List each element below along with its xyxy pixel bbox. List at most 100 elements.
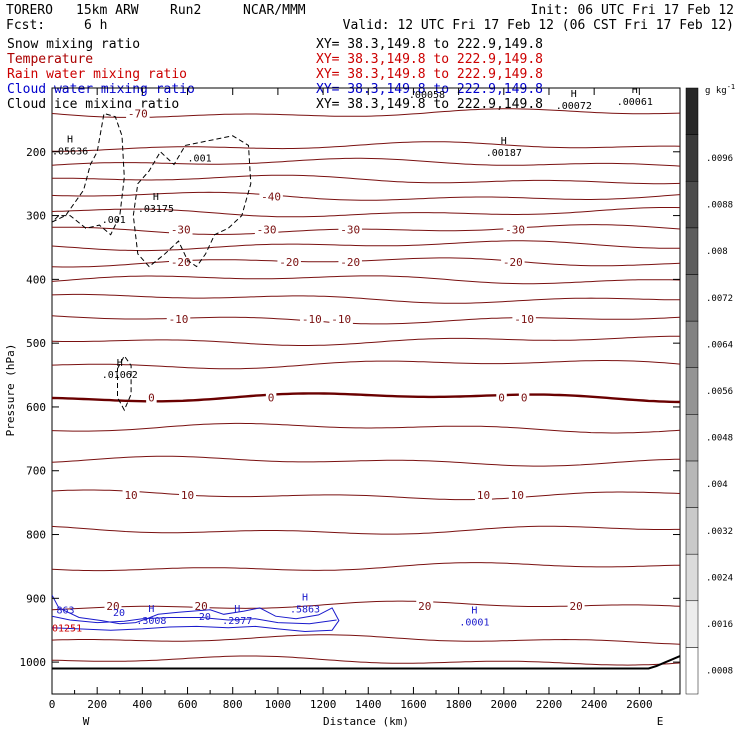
colorbar-segment-0 [685, 647, 699, 695]
high-value-7: .2977 [222, 616, 252, 627]
legend-field-0: Snow mixing ratio [7, 37, 140, 52]
isotherm-label-8-1: -20 [279, 256, 299, 269]
colorbar-segment-11 [685, 134, 699, 182]
high-marker-5: H [117, 358, 123, 369]
isotherm-label-14-2: 0 [498, 391, 505, 404]
high-marker-2: H [501, 136, 507, 147]
isotherm-0 [52, 108, 680, 119]
high-marker-9: H [471, 605, 477, 616]
colorbar-unit-text: g kg [705, 86, 727, 96]
isotherm-label-14-0: 0 [148, 391, 155, 404]
colorbar-label-8: .0032 [706, 527, 733, 537]
isotherm-label-17-3: 10 [511, 489, 524, 502]
contour-label-2: 20 [113, 608, 125, 619]
plot-frame [51, 87, 681, 695]
x-tick-label-13: 2600 [626, 698, 653, 711]
y-tick-label-2: 400 [26, 273, 46, 286]
header-init: Init: 06 UTC Fri 17 Feb 12 [531, 3, 735, 18]
x-tick-label-3: 600 [178, 698, 198, 711]
high-value-6: .3008 [136, 616, 166, 627]
isotherm-label-20-2: 20 [418, 600, 431, 613]
x-axis-label: Distance (km) [323, 715, 409, 728]
x-tick-label-9: 1800 [445, 698, 472, 711]
x-tick-label-8: 1600 [400, 698, 427, 711]
legend-xy-2: XY= 38.3,149.8 to 222.9,149.8 [316, 67, 543, 82]
isotherm-label-8-0: -20 [171, 256, 191, 269]
isotherm-15 [52, 422, 680, 434]
isotherm-14 [52, 392, 680, 404]
isotherm-label-bg-20-2 [416, 599, 434, 612]
colorbar: .0096 .0088 .008 .0072 .0064 .0056 .0048 .004 .0… [685, 87, 733, 695]
x-tick-label-6: 1200 [310, 698, 337, 711]
x-tick-label-11: 2200 [536, 698, 563, 711]
isotherm-13 [52, 360, 680, 370]
isotherm-20 [52, 600, 680, 611]
high-value-2: .00187 [486, 148, 522, 159]
colorbar-label-6: .0048 [706, 434, 733, 444]
legend-field-3: Cloud water mixing ratio [7, 82, 195, 97]
isotherm-label-bg-4-0 [259, 190, 283, 203]
isotherm-label-8-2: -20 [340, 256, 360, 269]
x-axis-left-end-label: W [83, 715, 90, 728]
colorbar-label-10: .0016 [706, 620, 733, 630]
isotherm-6 [52, 224, 680, 235]
plot-content: -70-40-30 -30 -30 -30-20 -20 -20 -20-10 -10 -10-… [52, 88, 680, 670]
isotherm-label-bg-8-0 [169, 256, 193, 269]
colorbar-label-4: .0064 [706, 340, 733, 350]
isotherm-16 [52, 455, 680, 467]
y-tick-label-1: 300 [26, 210, 46, 223]
colorbar-label-9: .0024 [706, 573, 733, 583]
colorbar-segment-9 [685, 227, 699, 275]
header-fcst-value: 6 h [84, 18, 107, 33]
high-value-8: .5863 [290, 605, 320, 616]
high-value-3: .00072 [556, 101, 592, 112]
colorbar-label-2: .008 [706, 247, 728, 257]
high-value-1: .03175 [138, 204, 174, 215]
isotherm-label-bg-8-3 [501, 256, 525, 269]
cloud-water-contour-inner [52, 615, 337, 625]
isotherm-18 [52, 525, 680, 535]
isotherm-label-20-0: 20 [106, 600, 119, 613]
isotherm-label-bg-6-0 [169, 223, 193, 236]
y-axis-label: Pressure (hPa) [4, 344, 17, 437]
x-tick-label-2: 400 [132, 698, 152, 711]
isotherm-label-14-3: 0 [521, 391, 528, 404]
colorbar-segment-7 [685, 320, 699, 368]
isotherm-label-bg-0-0 [126, 107, 150, 120]
x-tick-label-7: 1400 [355, 698, 382, 711]
high-marker-0: H [67, 135, 73, 146]
header-resolution: 15km ARW [76, 3, 139, 18]
isotherm-10 [52, 293, 680, 304]
isotherm-5 [52, 207, 680, 218]
x-tick-label-1: 200 [87, 698, 107, 711]
legend-xy-1: XY= 38.3,149.8 to 222.9,149.8 [316, 52, 543, 67]
isotherm-label-17-1: 10 [181, 489, 194, 502]
header-valid: Valid: 12 UTC Fri 17 Feb 12 (06 CST Fri … [343, 18, 734, 33]
high-marker-1: H [153, 192, 159, 203]
isotherm-label-bg-8-2 [338, 256, 362, 269]
y-tick-label-3: 500 [26, 337, 46, 350]
field-legend: Snow mixing ratio XY= 38.3,149.8 to 222.9… [7, 37, 543, 112]
legend-field-2: Rain water mixing ratio [7, 67, 187, 82]
header-fcst-label: Fcst: [6, 18, 45, 33]
x-tick-label-10: 2000 [491, 698, 518, 711]
contour-label-3: 20 [199, 612, 211, 623]
isotherm-label-11-2: -10 [331, 313, 351, 326]
colorbar-segment-8 [685, 274, 699, 322]
isotherm-label-bg-11-3 [512, 312, 536, 325]
colorbar-segment-5 [685, 414, 699, 462]
colorbar-label-11: .0008 [706, 667, 733, 677]
legend-xy-3: XY= 38.3,149.8 to 222.9,149.8 [316, 82, 543, 97]
colorbar-label-3: .0072 [706, 294, 733, 304]
y-tick-label-8: 1000 [20, 656, 47, 669]
high-marker-8: H [302, 593, 308, 604]
isotherm-label-bg-14-3 [518, 391, 530, 404]
colorbar-segment-10 [685, 180, 699, 229]
colorbar-label-0: .0096 [706, 154, 733, 164]
colorbar-segment-4 [685, 460, 699, 508]
isotherm-label-bg-6-2 [338, 223, 362, 236]
isotherm-label-11-3: -10 [514, 313, 534, 326]
isotherm-label-8-3: -20 [503, 256, 523, 269]
isotherm-label-6-3: -30 [505, 224, 525, 237]
